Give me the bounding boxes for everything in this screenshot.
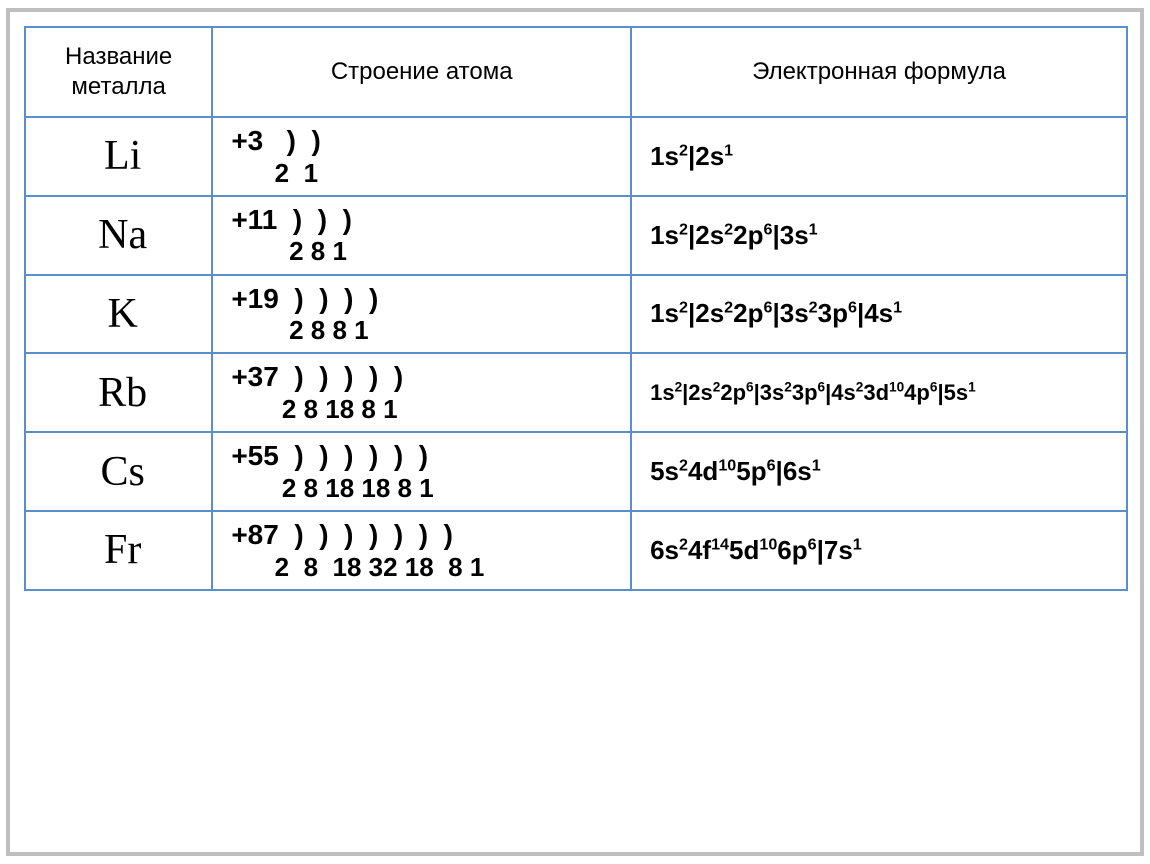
element-symbol: Li: [25, 117, 212, 196]
electron-formula: 1s2|2s22p6|3s1: [631, 196, 1127, 275]
structure-shells: +87 ) ) ) ) ) ) ): [231, 518, 620, 552]
header-name: Название металла: [25, 27, 212, 117]
structure-shells: +55 ) ) ) ) ) ): [231, 439, 620, 473]
element-symbol: Na: [25, 196, 212, 275]
header-formula: Электронная формула: [631, 27, 1127, 117]
atom-structure: +37 ) ) ) ) ) 2 8 18 8 1: [212, 353, 631, 432]
structure-electrons: 2 8 1: [231, 236, 620, 267]
structure-electrons: 2 8 18 8 1: [231, 394, 620, 425]
atom-structure: +3 ) ) 2 1: [212, 117, 631, 196]
table-row: Cs+55 ) ) ) ) ) ) 2 8 18 18 8 15s24d105p…: [25, 432, 1127, 511]
electron-formula: 6s24f145d106p6|7s1: [631, 511, 1127, 590]
metals-table: Название металла Строение атома Электрон…: [24, 26, 1128, 591]
element-symbol: Fr: [25, 511, 212, 590]
structure-shells: +37 ) ) ) ) ): [231, 360, 620, 394]
element-symbol: K: [25, 275, 212, 354]
structure-electrons: 2 8 18 18 8 1: [231, 473, 620, 504]
atom-structure: +19 ) ) ) ) 2 8 8 1: [212, 275, 631, 354]
element-symbol: Rb: [25, 353, 212, 432]
structure-shells: +19 ) ) ) ): [231, 282, 620, 316]
atom-structure: +11 ) ) ) 2 8 1: [212, 196, 631, 275]
table-row: Fr+87 ) ) ) ) ) ) ) 2 8 18 32 18 8 16s24…: [25, 511, 1127, 590]
table-row: K+19 ) ) ) ) 2 8 8 11s2|2s22p6|3s23p6|4s…: [25, 275, 1127, 354]
slide-frame: Название металла Строение атома Электрон…: [6, 8, 1144, 856]
element-symbol: Cs: [25, 432, 212, 511]
table-row: Rb+37 ) ) ) ) ) 2 8 18 8 11s2|2s22p6|3s2…: [25, 353, 1127, 432]
atom-structure: +55 ) ) ) ) ) ) 2 8 18 18 8 1: [212, 432, 631, 511]
table-body: Li+3 ) ) 2 11s2|2s1Na+11 ) ) ) 2 8 11s2|…: [25, 117, 1127, 590]
electron-formula: 1s2|2s22p6|3s23p6|4s23d104p6|5s1: [631, 353, 1127, 432]
electron-formula: 1s2|2s22p6|3s23p6|4s1: [631, 275, 1127, 354]
atom-structure: +87 ) ) ) ) ) ) ) 2 8 18 32 18 8 1: [212, 511, 631, 590]
page: Название металла Строение атома Электрон…: [0, 0, 1150, 864]
header-structure: Строение атома: [212, 27, 631, 117]
structure-shells: +11 ) ) ): [231, 203, 620, 237]
electron-formula: 1s2|2s1: [631, 117, 1127, 196]
table-header-row: Название металла Строение атома Электрон…: [25, 27, 1127, 117]
structure-electrons: 2 8 8 1: [231, 315, 620, 346]
structure-electrons: 2 8 18 32 18 8 1: [231, 552, 620, 583]
structure-electrons: 2 1: [231, 158, 620, 189]
structure-shells: +3 ) ): [231, 124, 620, 158]
table-row: Li+3 ) ) 2 11s2|2s1: [25, 117, 1127, 196]
table-row: Na+11 ) ) ) 2 8 11s2|2s22p6|3s1: [25, 196, 1127, 275]
electron-formula: 5s24d105p6|6s1: [631, 432, 1127, 511]
